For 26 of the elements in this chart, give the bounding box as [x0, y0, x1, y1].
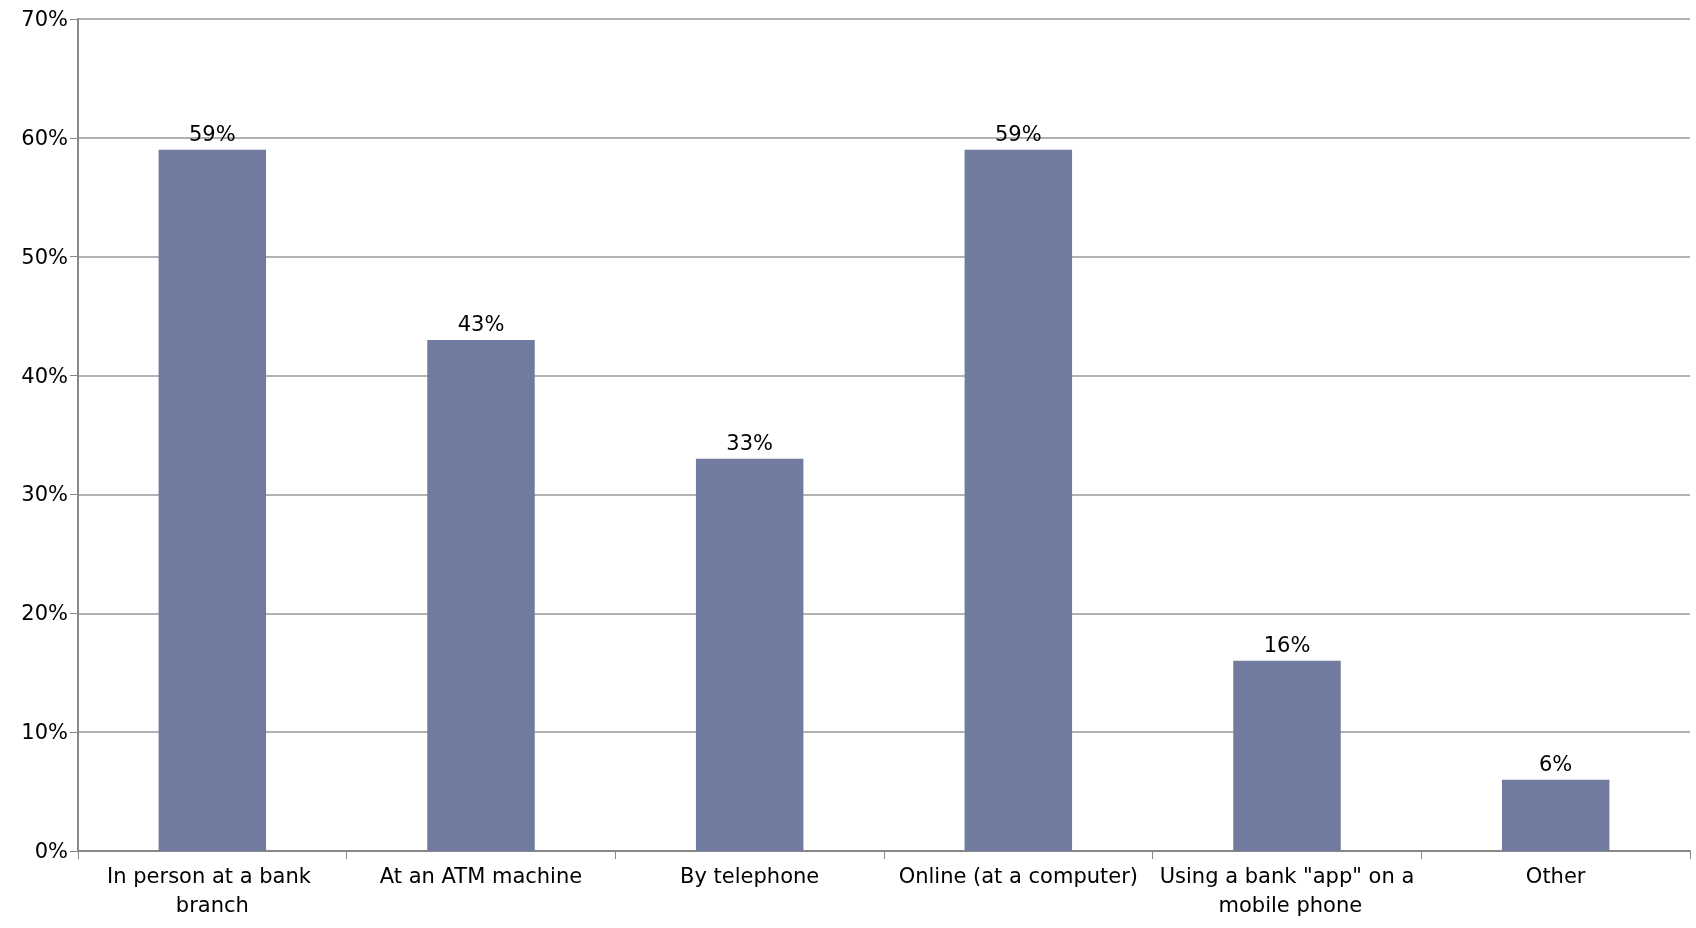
x-tick-label: Online (at a computer): [898, 863, 1139, 888]
x-tick-label: At an ATM machine: [379, 863, 583, 888]
bar: [1501, 779, 1610, 851]
data-label: 59%: [994, 122, 1042, 147]
y-tick-label: 40%: [21, 363, 68, 388]
x-tick-label: By telephone: [680, 863, 820, 888]
y-tick-label: 0%: [34, 839, 68, 863]
y-tick-label: 20%: [21, 601, 68, 626]
data-label: 59%: [188, 122, 236, 147]
bar: [427, 339, 535, 851]
bar: [158, 149, 267, 851]
bar: [1233, 660, 1341, 851]
x-tick-label: Other: [1525, 863, 1586, 888]
bar: [964, 149, 1073, 851]
y-tick-label: 30%: [21, 482, 68, 507]
data-label: 6%: [1539, 752, 1573, 777]
data-label: 33%: [726, 431, 774, 456]
y-tick-label: 10%: [21, 720, 68, 745]
y-tick-label: 70%: [21, 7, 68, 31]
bar: [695, 458, 804, 851]
x-tick-label: Using a bank "app" on a mobile phone: [1159, 863, 1415, 917]
data-label: 43%: [457, 312, 505, 337]
x-tick-label: In person at a bank branch: [107, 863, 318, 917]
y-tick-label: 50%: [21, 244, 68, 269]
y-tick-label: 60%: [21, 125, 68, 150]
data-label: 16%: [1263, 633, 1311, 658]
